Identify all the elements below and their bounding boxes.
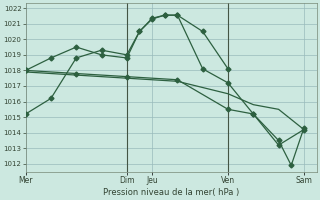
X-axis label: Pression niveau de la mer( hPa ): Pression niveau de la mer( hPa ) <box>103 188 239 197</box>
